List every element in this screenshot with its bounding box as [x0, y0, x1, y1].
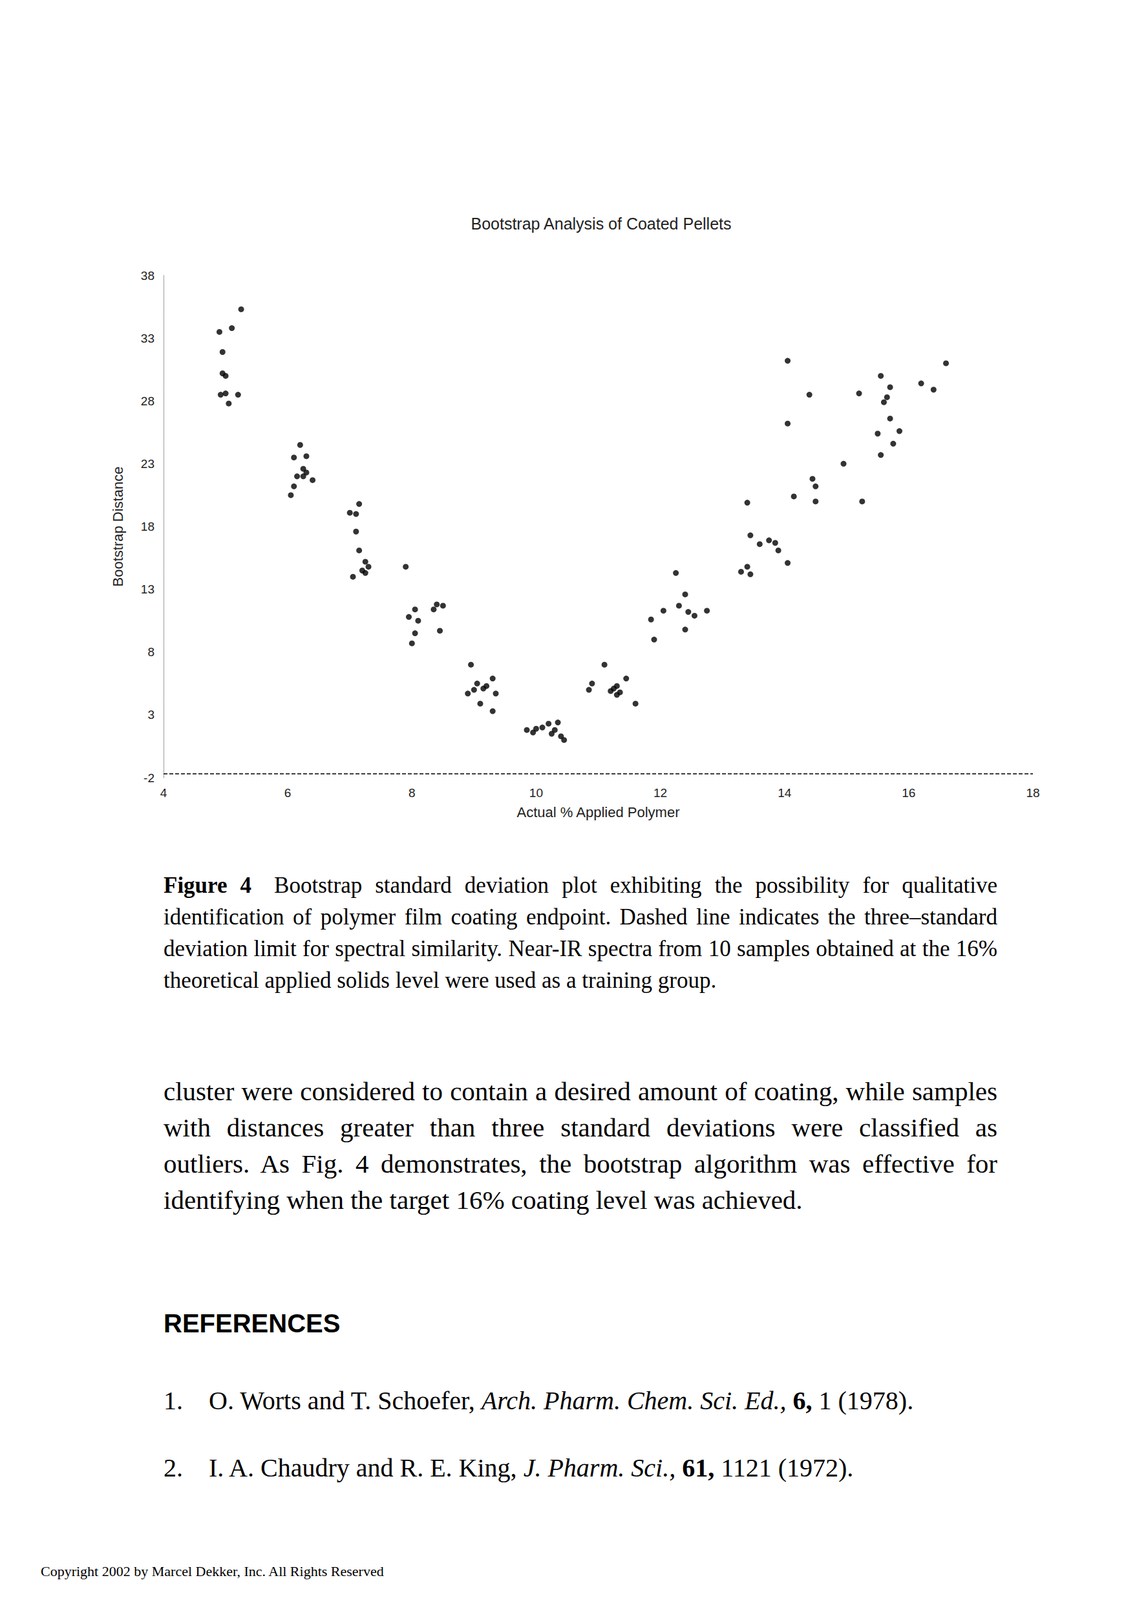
svg-text:14: 14 [777, 786, 792, 800]
html-text:Figure 4 Bootstrap standard de: Figure 4 Bootstrap standard deviation pl… [163, 872, 998, 993]
svg-text:18: 18 [1025, 786, 1040, 800]
svg-text:Actual % Applied Polymer: Actual % Applied Polymer [517, 804, 681, 821]
html-text:1. O. Worts and T. Schoefer, A: 1. O. Worts and T. Schoefer, Arch. Pharm… [163, 1385, 914, 1415]
svg-text:8: 8 [408, 786, 416, 800]
svg-text:13: 13 [140, 582, 155, 596]
svg-text:12: 12 [653, 786, 668, 800]
html-text:cluster were considered to con: cluster were considered to contain a des… [163, 1076, 998, 1215]
svg-text:6: 6 [284, 786, 292, 800]
svg-text:33: 33 [140, 331, 155, 346]
svg-text:Bootstrap Analysis of Coated P: Bootstrap Analysis of Coated Pellets [470, 214, 732, 233]
html-text:Copyright 2002 by Marcel Dekke: Copyright 2002 by Marcel Dekker, Inc. Al… [40, 1562, 384, 1580]
svg-text:18: 18 [140, 519, 155, 534]
svg-text:16: 16 [901, 786, 916, 800]
svg-text:10: 10 [529, 786, 543, 800]
html-text:2. I. A. Chaudry and R. E. Kin: 2. I. A. Chaudry and R. E. King, J. Phar… [163, 1453, 854, 1483]
svg-text:23: 23 [140, 457, 155, 471]
svg-text:38: 38 [140, 268, 155, 283]
svg-text:Bootstrap Distance: Bootstrap Distance [109, 466, 127, 587]
svg-text:4: 4 [160, 786, 168, 800]
svg-text:3: 3 [147, 707, 155, 722]
svg-text:8: 8 [147, 645, 155, 659]
html-text:REFERENCES: REFERENCES [163, 1308, 341, 1338]
svg-text:-2: -2 [143, 771, 155, 785]
svg-text:28: 28 [140, 394, 155, 408]
